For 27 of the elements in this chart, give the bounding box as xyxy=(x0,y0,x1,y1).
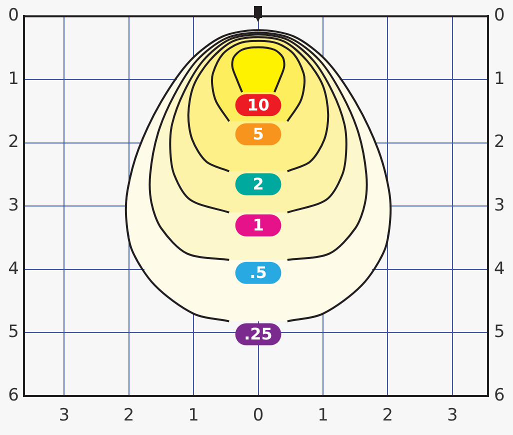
y-tick-label: 5 xyxy=(8,322,19,342)
y-tick-label: 6 xyxy=(8,385,19,406)
y-tick-label: 3 xyxy=(8,196,19,216)
x-tick-label: 3 xyxy=(58,406,70,426)
y2-tick-label: 3 xyxy=(494,196,505,216)
x-tick-label: 0 xyxy=(252,406,264,426)
y2-tick-label: 6 xyxy=(494,385,505,406)
x-tick-label: 3 xyxy=(446,406,458,426)
x-tick-label: 1 xyxy=(188,406,199,426)
y2-tick-label: 0 xyxy=(494,6,505,26)
series-label: 2 xyxy=(252,174,264,194)
y2-tick-label: 2 xyxy=(494,132,505,152)
y-tick-label: 4 xyxy=(8,258,19,279)
series-label: 10 xyxy=(247,95,270,114)
series-label: 1 xyxy=(252,216,264,235)
x-tick-label: 2 xyxy=(123,406,134,426)
y2-tick-label: 4 xyxy=(494,258,505,279)
y2-tick-label: 1 xyxy=(494,68,505,89)
y-tick-label: 2 xyxy=(8,132,19,152)
series-label: .5 xyxy=(250,263,267,282)
y-tick-label: 1 xyxy=(8,68,19,89)
series-label: .25 xyxy=(244,324,272,344)
x-tick-label: 2 xyxy=(382,406,394,426)
series-label: 5 xyxy=(252,124,264,144)
x-tick-label: 1 xyxy=(318,406,328,426)
y2-tick-label: 5 xyxy=(494,322,505,342)
y-tick-label: 0 xyxy=(8,6,19,26)
